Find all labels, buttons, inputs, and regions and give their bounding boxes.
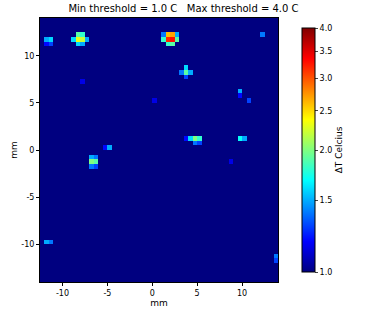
svg-text:Min threshold = 1.0 C Max th: Min threshold = 1.0 C Max threshold = 4.… bbox=[68, 3, 298, 14]
svg-text:-5: -5 bbox=[26, 193, 34, 202]
svg-text:-10: -10 bbox=[56, 289, 69, 298]
svg-text:3.5: 3.5 bbox=[320, 47, 333, 56]
svg-text:2.5: 2.5 bbox=[320, 107, 333, 116]
svg-text:3.0: 3.0 bbox=[320, 74, 333, 83]
svg-text:mm: mm bbox=[150, 298, 168, 308]
svg-text:4.0: 4.0 bbox=[320, 24, 333, 33]
svg-text:0: 0 bbox=[29, 146, 34, 155]
svg-text:5: 5 bbox=[29, 99, 34, 108]
svg-text:ΔT Celcius: ΔT Celcius bbox=[334, 126, 344, 173]
svg-text:2.0: 2.0 bbox=[320, 146, 333, 155]
svg-text:-5: -5 bbox=[103, 289, 111, 298]
svg-text:1.0: 1.0 bbox=[320, 268, 333, 277]
svg-text:5: 5 bbox=[195, 289, 200, 298]
svg-text:mm: mm bbox=[9, 141, 19, 159]
svg-text:-10: -10 bbox=[21, 240, 34, 249]
svg-text:0: 0 bbox=[150, 289, 155, 298]
svg-text:10: 10 bbox=[237, 289, 247, 298]
svg-text:10: 10 bbox=[24, 52, 34, 61]
svg-text:1.5: 1.5 bbox=[320, 196, 333, 205]
